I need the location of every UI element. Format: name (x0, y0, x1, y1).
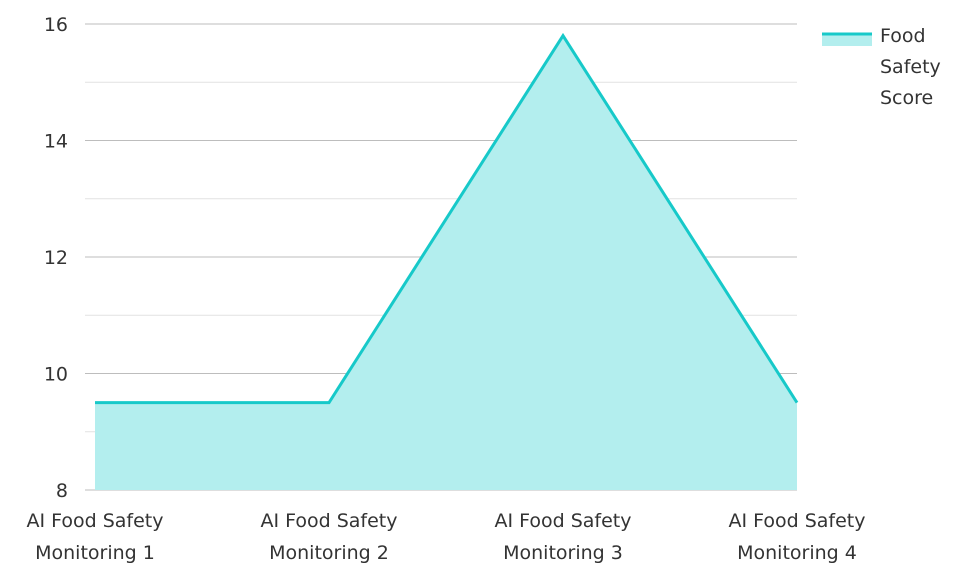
x-tick-label: AI Food Safety Monitoring 4 (728, 510, 865, 564)
x-tick-label: AI Food Safety Monitoring 1 (26, 510, 163, 564)
y-tick-label: 10 (44, 364, 68, 386)
y-axis-ticks: 8 10 12 14 16 (44, 14, 68, 502)
y-tick-label: 14 (44, 131, 68, 153)
x-tick-label: AI Food Safety Monitoring 3 (494, 510, 631, 564)
area-fill (95, 35, 797, 491)
x-tick-label: AI Food Safety Monitoring 2 (260, 510, 397, 564)
x-axis-ticks: AI Food Safety Monitoring 1 AI Food Safety… (26, 510, 865, 564)
y-tick-label: 8 (56, 480, 68, 502)
legend-label: Food Safety Score (880, 25, 941, 109)
y-tick-label: 12 (44, 247, 68, 269)
series-line (95, 32, 799, 405)
area-series (95, 32, 799, 491)
legend-swatch-fill (822, 34, 872, 46)
y-tick-label: 16 (44, 14, 68, 36)
legend: Food Safety Score (822, 25, 941, 109)
